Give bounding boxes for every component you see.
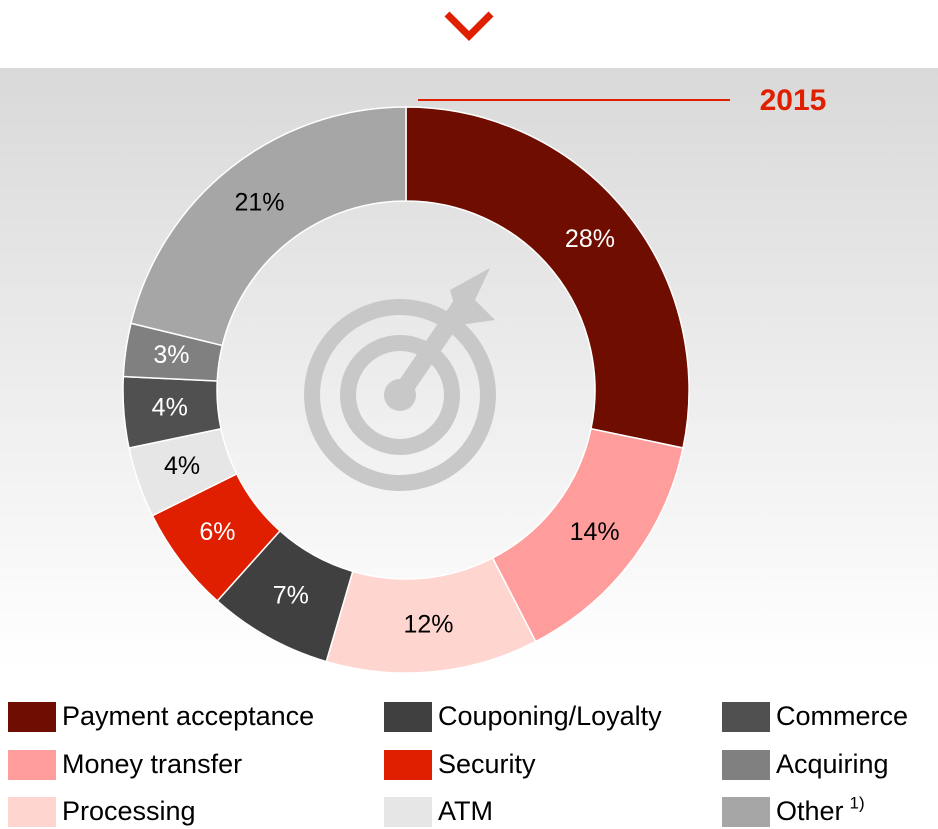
donut-slice [405,106,690,449]
legend-label: Payment acceptance [62,701,314,731]
legend-label: Other [776,796,844,826]
data-label: 12% [404,611,454,639]
data-label: 28% [565,225,615,253]
legend-swatch [384,702,432,732]
legend-label: Couponing/Loyalty [438,701,662,731]
legend-label: ATM [438,796,493,826]
legend-label: Security [438,749,536,779]
data-label: 7% [273,582,309,610]
legend-swatch [8,702,56,732]
data-label: 6% [199,518,235,546]
data-label: 3% [153,341,189,369]
legend-footnote: 1) [850,793,865,812]
legend-swatch [384,797,432,827]
legend-label: Acquiring [776,749,889,779]
chevron-icon [444,11,494,41]
data-label: 4% [152,393,188,421]
data-label: 21% [234,188,284,216]
legend-swatch [384,750,432,780]
legend-swatch [8,750,56,780]
legend-label: Processing [62,796,196,826]
legend-label: Money transfer [62,749,242,779]
donut-slice [130,106,407,347]
legend-label: Commerce [776,701,908,731]
target-icon [304,268,496,491]
data-label: 14% [570,518,620,546]
chart-title: 2015 [760,84,827,117]
legend-swatch [8,797,56,827]
legend-swatch [722,702,770,732]
legend-swatch [722,797,770,827]
data-label: 4% [164,452,200,480]
legend-swatch [722,750,770,780]
